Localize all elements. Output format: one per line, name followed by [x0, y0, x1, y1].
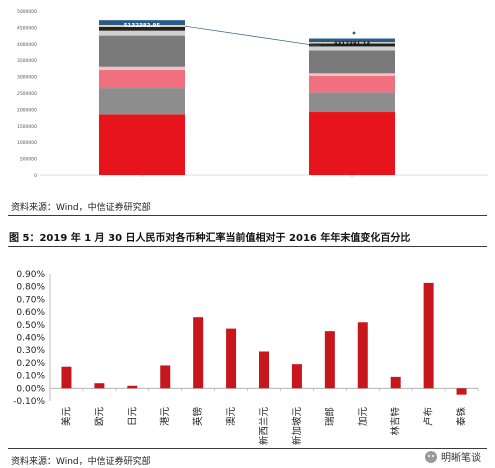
stacked-bar-chart: 0 500000 1000000 1500000 2000000 2500000 30000… — [17, 9, 488, 179]
y-tick-label: 0.80% — [16, 283, 45, 293]
stack-segment — [99, 70, 185, 89]
stack-segment — [309, 112, 395, 175]
category-label: 新西兰元 — [258, 407, 270, 446]
divider-top — [8, 215, 487, 216]
stack-segment — [99, 114, 185, 175]
total-connector — [184, 25, 324, 47]
category-label: 泰铢 — [456, 407, 468, 427]
source-note-bottom: 资料来源：Wind，中信证券研究部 — [11, 457, 151, 467]
stack-segment — [99, 20, 185, 26]
bar — [160, 365, 171, 389]
stack-segment — [309, 92, 395, 113]
bar — [423, 282, 434, 389]
bar — [357, 322, 368, 389]
y-tick-label: -0.10% — [13, 397, 45, 407]
bar — [390, 376, 401, 389]
category-label: 日元 — [127, 407, 138, 427]
category-label: 卢布 — [423, 407, 435, 426]
divider-title — [8, 246, 487, 247]
y-tick-label: 0.40% — [16, 334, 45, 344]
watermark-text: 明晰笔谈 — [441, 453, 481, 464]
y-tick-label: 2500000 — [17, 91, 37, 97]
stack-segment — [309, 42, 395, 44]
y-tick-label: 0.60% — [16, 308, 45, 318]
y-tick-label: 4500000 — [17, 25, 37, 31]
stack-segment — [309, 73, 395, 76]
divider-bottom — [8, 448, 487, 449]
y-tick-label: 0.90% — [16, 270, 45, 280]
connector-end-marker — [352, 31, 356, 35]
y-tick-label: 0.50% — [16, 321, 45, 331]
category-label: 加元 — [358, 407, 369, 427]
bar — [456, 388, 467, 395]
total-label: 5132382.95 — [124, 23, 161, 29]
y-tick-label: 3500000 — [17, 58, 37, 64]
y-tick-label: 0.10% — [16, 372, 45, 382]
total-label: 4317381.14 — [334, 42, 371, 48]
figure-title: 图 5：2019 年 1 月 30 日人民币对各币种汇率当前值相对于 2016 … — [9, 233, 411, 244]
bar — [226, 328, 237, 389]
stack-segment — [309, 75, 395, 93]
y-tick-label: 500000 — [20, 157, 37, 163]
y-tick-label: 5000000 — [17, 9, 37, 15]
category-label: 美元 — [60, 407, 72, 427]
percent-change-bar-chart: -0.10% 0.00% 0.10% 0.20% 0.30% 0.40% 0.50% 0.60… — [13, 270, 479, 446]
category-label: 瑞郎 — [324, 407, 336, 426]
stack-segment — [99, 66, 185, 71]
bar — [127, 385, 138, 389]
wechat-logo-icon — [425, 450, 437, 463]
y-tick-label: 1000000 — [17, 140, 37, 146]
bar — [324, 331, 335, 389]
stack-segment — [309, 50, 395, 74]
y-tick-label: 2000000 — [17, 107, 37, 113]
category-label: 林吉特 — [390, 407, 402, 436]
bar — [61, 366, 72, 389]
bar — [259, 351, 269, 389]
category-label: 澳元 — [225, 407, 237, 427]
category-label: 新加坡元 — [291, 407, 303, 446]
bar — [291, 364, 302, 389]
y-tick-label: 0.70% — [16, 295, 45, 305]
watermark: 明晰笔谈 — [424, 449, 481, 464]
stack-segment — [99, 88, 185, 115]
stack-segment — [309, 43, 395, 47]
category-label: 港元 — [159, 407, 171, 427]
y-tick-label: 3000000 — [17, 75, 37, 81]
stack-segment — [99, 35, 185, 67]
stack-segment — [99, 30, 185, 36]
stack-segment — [99, 25, 185, 27]
y-tick-label: 0 — [34, 173, 37, 179]
category-label: 欧元 — [93, 407, 105, 427]
stack-segment — [309, 38, 395, 43]
y-tick-label: 0.00% — [16, 384, 45, 394]
stack-segment — [99, 26, 185, 31]
bar — [94, 383, 105, 389]
bar — [193, 317, 204, 389]
y-tick-label: 0.20% — [16, 359, 45, 369]
stack-segment — [309, 46, 395, 51]
source-note-top: 资料来源：Wind，中信证券研究部 — [11, 203, 151, 213]
y-tick-label: 0.30% — [16, 346, 45, 356]
category-label: 英镑 — [192, 407, 204, 426]
y-tick-label: 4000000 — [17, 42, 37, 48]
y-tick-label: 1500000 — [17, 124, 37, 130]
